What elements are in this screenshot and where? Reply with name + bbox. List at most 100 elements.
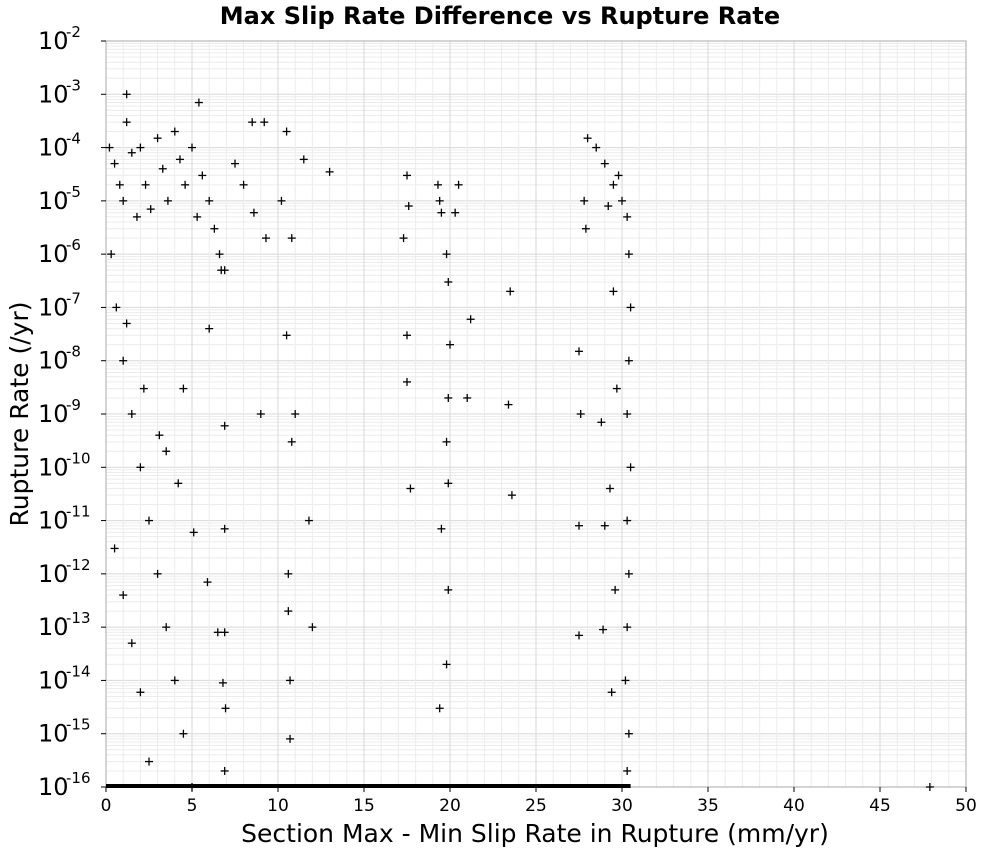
y-tick-label: 10 <box>38 507 69 535</box>
y-tick-label: 10 <box>38 773 69 801</box>
data-point <box>304 516 313 525</box>
data-point <box>597 418 606 427</box>
y-tick-exponent: -10 <box>66 449 91 467</box>
data-point <box>110 159 119 168</box>
data-point <box>605 484 614 493</box>
data-point <box>442 660 451 669</box>
data-point <box>925 783 934 791</box>
data-point <box>299 155 308 164</box>
data-point <box>284 569 293 578</box>
data-point <box>163 196 172 205</box>
data-point <box>282 127 291 136</box>
y-tick-exponent: -11 <box>66 503 91 521</box>
x-tick-label: 25 <box>525 796 547 816</box>
data-point <box>618 196 626 205</box>
data-point <box>451 208 460 217</box>
y-tick-label: 10 <box>38 134 69 162</box>
x-axis-ticks: 0 5 10 15 20 25 30 35 40 45 50 <box>101 787 977 816</box>
data-point <box>286 734 295 743</box>
data-point <box>607 688 616 697</box>
data-point <box>435 704 444 713</box>
data-point <box>592 143 601 152</box>
data-point <box>442 250 451 259</box>
data-point <box>623 410 632 418</box>
data-point <box>611 585 620 594</box>
data-point <box>174 479 183 488</box>
data-point <box>260 118 269 127</box>
data-point <box>599 625 608 634</box>
data-point <box>122 118 131 127</box>
data-point <box>248 118 257 127</box>
data-point <box>435 196 444 205</box>
x-tick-label: 30 <box>611 796 633 816</box>
data-point <box>466 315 475 324</box>
data-point <box>215 250 224 259</box>
data-point <box>624 356 633 365</box>
data-point <box>623 212 632 221</box>
y-tick-exponent: -8 <box>66 343 81 361</box>
data-point <box>203 578 212 587</box>
data-point <box>218 678 227 687</box>
data-point <box>504 400 513 409</box>
data-point <box>220 421 229 430</box>
data-point <box>220 628 229 637</box>
data-point <box>170 127 179 136</box>
data-point <box>403 331 411 340</box>
y-tick-exponent: -15 <box>66 716 91 734</box>
data-point <box>107 250 116 259</box>
data-point <box>325 167 334 176</box>
data-point <box>220 766 229 775</box>
y-tick-label: 10 <box>38 613 69 641</box>
data-point <box>600 521 609 530</box>
x-tick-label: 40 <box>783 796 805 816</box>
data-point <box>286 676 295 685</box>
y-tick-exponent: -9 <box>66 396 81 414</box>
data-point <box>220 524 229 533</box>
data-point <box>198 171 207 180</box>
data-point <box>155 431 164 440</box>
data-point <box>583 134 592 143</box>
y-tick-exponent: -12 <box>66 556 91 574</box>
y-axis-ticks: 10-1610-1510-1410-1310-1210-1110-1010-91… <box>38 23 106 801</box>
data-point <box>623 623 632 632</box>
data-point <box>580 196 589 205</box>
data-point <box>127 410 136 418</box>
data-point <box>139 384 148 393</box>
y-tick-exponent: -13 <box>66 609 91 627</box>
data-point <box>626 463 635 472</box>
data-point <box>136 143 145 152</box>
data-point <box>623 516 632 525</box>
data-point <box>581 224 590 233</box>
data-point <box>287 437 296 446</box>
data-point <box>162 447 171 456</box>
x-tick-label: 20 <box>439 796 461 816</box>
data-point <box>179 729 188 738</box>
data-point <box>575 521 583 530</box>
data-point <box>115 180 124 189</box>
data-point <box>442 437 451 446</box>
y-tick-label: 10 <box>38 400 69 428</box>
data-point <box>604 202 613 211</box>
data-point <box>277 196 286 205</box>
data-point <box>127 639 136 648</box>
y-tick-exponent: -7 <box>66 289 81 307</box>
data-point <box>153 569 162 578</box>
data-point <box>221 704 230 713</box>
data-point <box>170 676 179 685</box>
data-point <box>404 202 413 211</box>
data-point <box>406 484 415 493</box>
data-point <box>444 393 453 402</box>
data-point <box>444 479 453 488</box>
data-point <box>194 98 203 107</box>
data-point <box>158 164 167 173</box>
data-point <box>624 729 633 738</box>
data-point <box>621 676 630 685</box>
y-tick-label: 10 <box>38 560 69 588</box>
data-point <box>437 208 446 217</box>
data-point <box>181 180 190 189</box>
x-tick-label: 0 <box>101 796 112 816</box>
data-point <box>162 623 171 632</box>
x-tick-label: 5 <box>187 796 198 816</box>
